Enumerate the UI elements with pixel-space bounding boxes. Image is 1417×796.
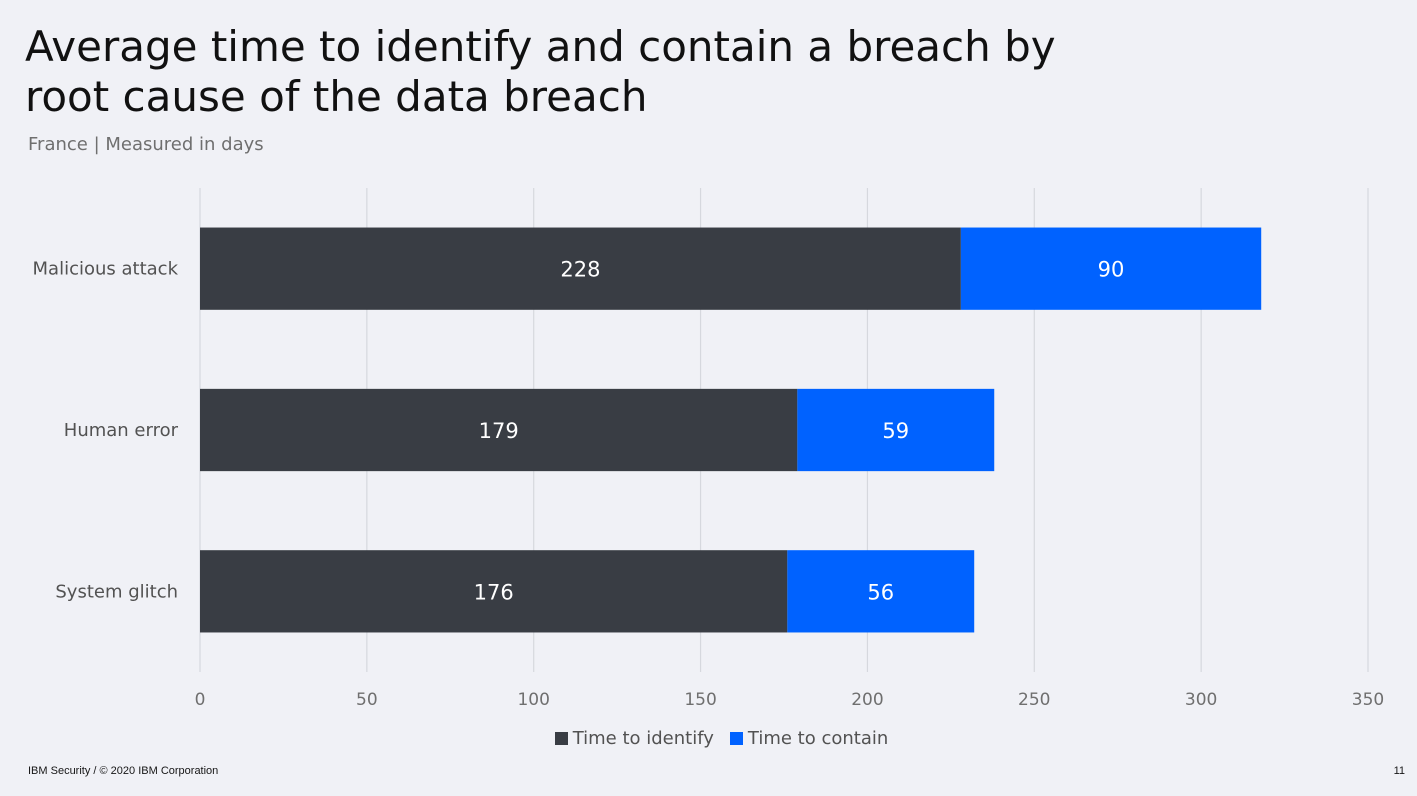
data-label: 179 [479, 419, 519, 443]
legend-item-identify: Time to identify [554, 728, 714, 749]
legend-swatch-contain [729, 732, 743, 745]
chart-title: Average time to identify and contain a b… [25, 22, 1056, 121]
bar-human-error-time-to-identify [200, 388, 798, 472]
x-tick-label: 200 [851, 690, 883, 710]
page-number: 11 [1393, 765, 1405, 777]
stacked-bar-chart: 228 90 179 59 176 56 Malicious attack Human er… [33, 188, 1385, 710]
category-labels: Malicious attack Human error System glitch [33, 259, 179, 603]
x-tick-label: 300 [1185, 690, 1217, 710]
footer-copyright: IBM Security / © 2020 IBM Corporation [28, 765, 219, 777]
category-label: Malicious attack [33, 259, 179, 280]
x-axis-tick-labels: 0 50 100 150 200 250 300 350 [195, 690, 1385, 710]
category-label: Human error [64, 420, 179, 441]
data-label: 59 [882, 419, 909, 443]
x-tick-label: 150 [684, 690, 716, 710]
x-tick-label: 100 [517, 690, 549, 710]
bar-system-glitch-time-to-contain [787, 550, 975, 633]
legend-swatch-identify [554, 732, 568, 745]
data-label: 56 [867, 580, 894, 604]
data-label: 228 [560, 258, 600, 282]
category-label: System glitch [55, 581, 178, 602]
bar-malicious-attack-time-to-identify [200, 227, 961, 310]
legend: Time to identify Time to contain [0, 728, 1417, 749]
x-tick-label: 350 [1352, 690, 1384, 710]
data-label: 176 [474, 580, 514, 604]
x-tick-label: 250 [1018, 690, 1050, 710]
data-label: 90 [1098, 258, 1125, 282]
legend-label-contain: Time to contain [747, 728, 889, 749]
bar-system-glitch-time-to-identify [200, 550, 788, 633]
bar-malicious-attack-time-to-contain [960, 227, 1262, 310]
legend-item-contain: Time to contain [729, 728, 889, 749]
legend-label-identify: Time to identify [572, 728, 714, 749]
bars: 228 90 179 59 176 56 [200, 227, 1262, 633]
x-tick-label: 0 [195, 690, 206, 710]
bar-human-error-time-to-contain [797, 388, 995, 472]
x-tick-label: 50 [356, 690, 378, 710]
chart-subtitle: France | Measured in days [28, 134, 264, 155]
